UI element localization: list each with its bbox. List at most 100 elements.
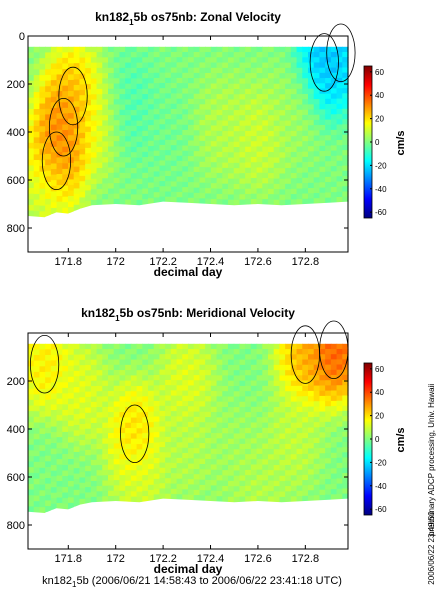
field-cell [102, 83, 109, 90]
field-cell [102, 178, 109, 185]
field-cell [188, 437, 195, 444]
field-cell [193, 369, 201, 376]
field-cell [188, 114, 195, 121]
field-cell [85, 115, 92, 122]
field-cell [182, 77, 189, 84]
field-cell [45, 472, 52, 479]
field-cell [268, 391, 275, 398]
field-cell [330, 468, 338, 475]
field-cell [250, 359, 258, 366]
field-cell [136, 354, 143, 361]
field-cell [336, 160, 343, 167]
field-cell [182, 187, 189, 193]
field-cell [319, 401, 326, 407]
field-cell [342, 93, 349, 100]
field-cell [56, 448, 63, 455]
field-cell [228, 157, 235, 164]
field-cell [182, 452, 189, 459]
field-cell [119, 343, 126, 350]
field-cell [210, 443, 218, 450]
field-cell [245, 464, 252, 471]
field-cell [336, 364, 343, 371]
field-cell [148, 359, 155, 366]
field-cell [113, 120, 121, 127]
field-cell [170, 462, 178, 469]
field-cell [142, 443, 149, 450]
field-cell [119, 167, 126, 174]
field-cell [250, 146, 258, 153]
field-cell [85, 465, 92, 472]
field-cell [165, 165, 172, 172]
field-cell [50, 437, 58, 444]
field-cell [222, 343, 229, 350]
field-cell [228, 173, 235, 180]
field-cell [102, 120, 109, 127]
field-cell [130, 189, 138, 195]
field-cell [279, 62, 286, 69]
field-cell [56, 503, 63, 510]
field-cell [262, 73, 269, 79]
field-cell [302, 396, 309, 403]
field-cell [85, 471, 92, 478]
field-cell [313, 93, 321, 100]
field-cell [222, 375, 229, 382]
field-cell [188, 88, 195, 95]
field-cell [119, 433, 126, 439]
field-cell [108, 167, 115, 174]
field-cell [245, 83, 252, 90]
field-cell [233, 459, 241, 466]
field-cell [62, 146, 69, 153]
field-cell [79, 354, 86, 361]
field-cell [148, 479, 155, 486]
field-cell [336, 452, 343, 459]
field-cell [96, 104, 103, 111]
field-cell [113, 125, 121, 132]
field-cell [62, 163, 69, 170]
field-cell [239, 396, 246, 403]
field-cell [125, 422, 132, 429]
field-cell [256, 485, 263, 492]
field-cell [245, 141, 252, 148]
field-cell [239, 136, 246, 143]
field-cell [233, 354, 241, 361]
field-cell [50, 410, 58, 417]
field-cell [142, 52, 149, 58]
field-cell [136, 391, 143, 398]
field-cell [313, 474, 321, 481]
field-cell [222, 83, 229, 90]
field-cell [108, 136, 115, 142]
field-cell [182, 494, 189, 501]
field-cell [228, 104, 235, 111]
field-cell [125, 157, 132, 164]
field-cell [102, 427, 109, 434]
field-cell [199, 88, 206, 95]
field-cell [33, 371, 41, 379]
field-cell [102, 480, 109, 487]
field-cell [176, 494, 183, 501]
field-cell [268, 78, 275, 85]
field-cell [325, 192, 332, 199]
field-cell [45, 63, 52, 70]
field-cell [148, 78, 155, 84]
field-cell [193, 390, 201, 397]
field-cell [50, 481, 58, 488]
field-cell [102, 370, 109, 376]
field-cell [79, 477, 86, 484]
field-cell [239, 475, 246, 482]
field-cell [28, 171, 35, 178]
field-cell [262, 464, 269, 471]
field-cell [319, 343, 326, 350]
field-cell [165, 410, 172, 417]
field-cell [233, 178, 241, 185]
field-cell [210, 146, 218, 153]
field-cell [193, 401, 201, 407]
field-cell [245, 433, 252, 440]
field-cell [79, 461, 86, 468]
colorbar-tick-label: 0 [375, 435, 380, 444]
field-cell [33, 377, 41, 384]
field-cell [108, 438, 115, 445]
field-cell [182, 46, 189, 53]
field-cell [108, 343, 115, 350]
field-cell [96, 110, 103, 116]
